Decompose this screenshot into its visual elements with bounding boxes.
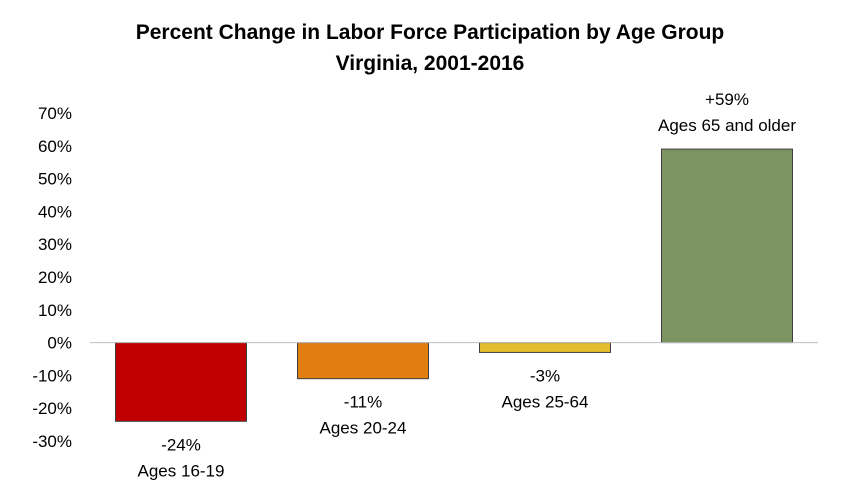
y-tick-label: -10% xyxy=(32,366,72,385)
y-tick-label: -30% xyxy=(32,432,72,451)
category-label: Ages 20-24 xyxy=(320,419,407,438)
y-tick-label: 20% xyxy=(38,268,72,287)
category-label: Ages 25-64 xyxy=(502,392,589,411)
y-tick-label: 50% xyxy=(38,170,72,189)
category-label: Ages 16-19 xyxy=(138,461,225,480)
y-tick-label: -20% xyxy=(32,399,72,418)
value-label: +59% xyxy=(705,90,749,109)
value-label: -11% xyxy=(344,393,382,412)
bar xyxy=(479,342,611,353)
bar xyxy=(661,148,793,344)
bars xyxy=(115,148,793,422)
y-tick-label: 40% xyxy=(38,202,72,221)
category-label: Ages 65 and older xyxy=(658,116,796,135)
chart-title: Percent Change in Labor Force Participat… xyxy=(136,21,724,44)
bar xyxy=(297,342,429,380)
y-tick-label: 70% xyxy=(38,104,72,123)
y-tick-label: 60% xyxy=(38,137,72,156)
y-tick-label: 30% xyxy=(38,235,72,254)
y-tick-label: 0% xyxy=(47,334,72,353)
bar xyxy=(115,342,247,422)
y-axis: 70% 60% 50% 40% 30% 20% 10% 0% -10% -20% -30% xyxy=(32,104,72,451)
value-label: -24% xyxy=(161,435,201,454)
y-tick-label: 10% xyxy=(38,301,72,320)
value-label: -3% xyxy=(530,366,560,385)
chart-subtitle: Virginia, 2001-2016 xyxy=(336,52,525,75)
data-labels: -24% Ages 16-19 -11% Ages 20-24 -3% Ages 25-6… xyxy=(138,90,797,480)
